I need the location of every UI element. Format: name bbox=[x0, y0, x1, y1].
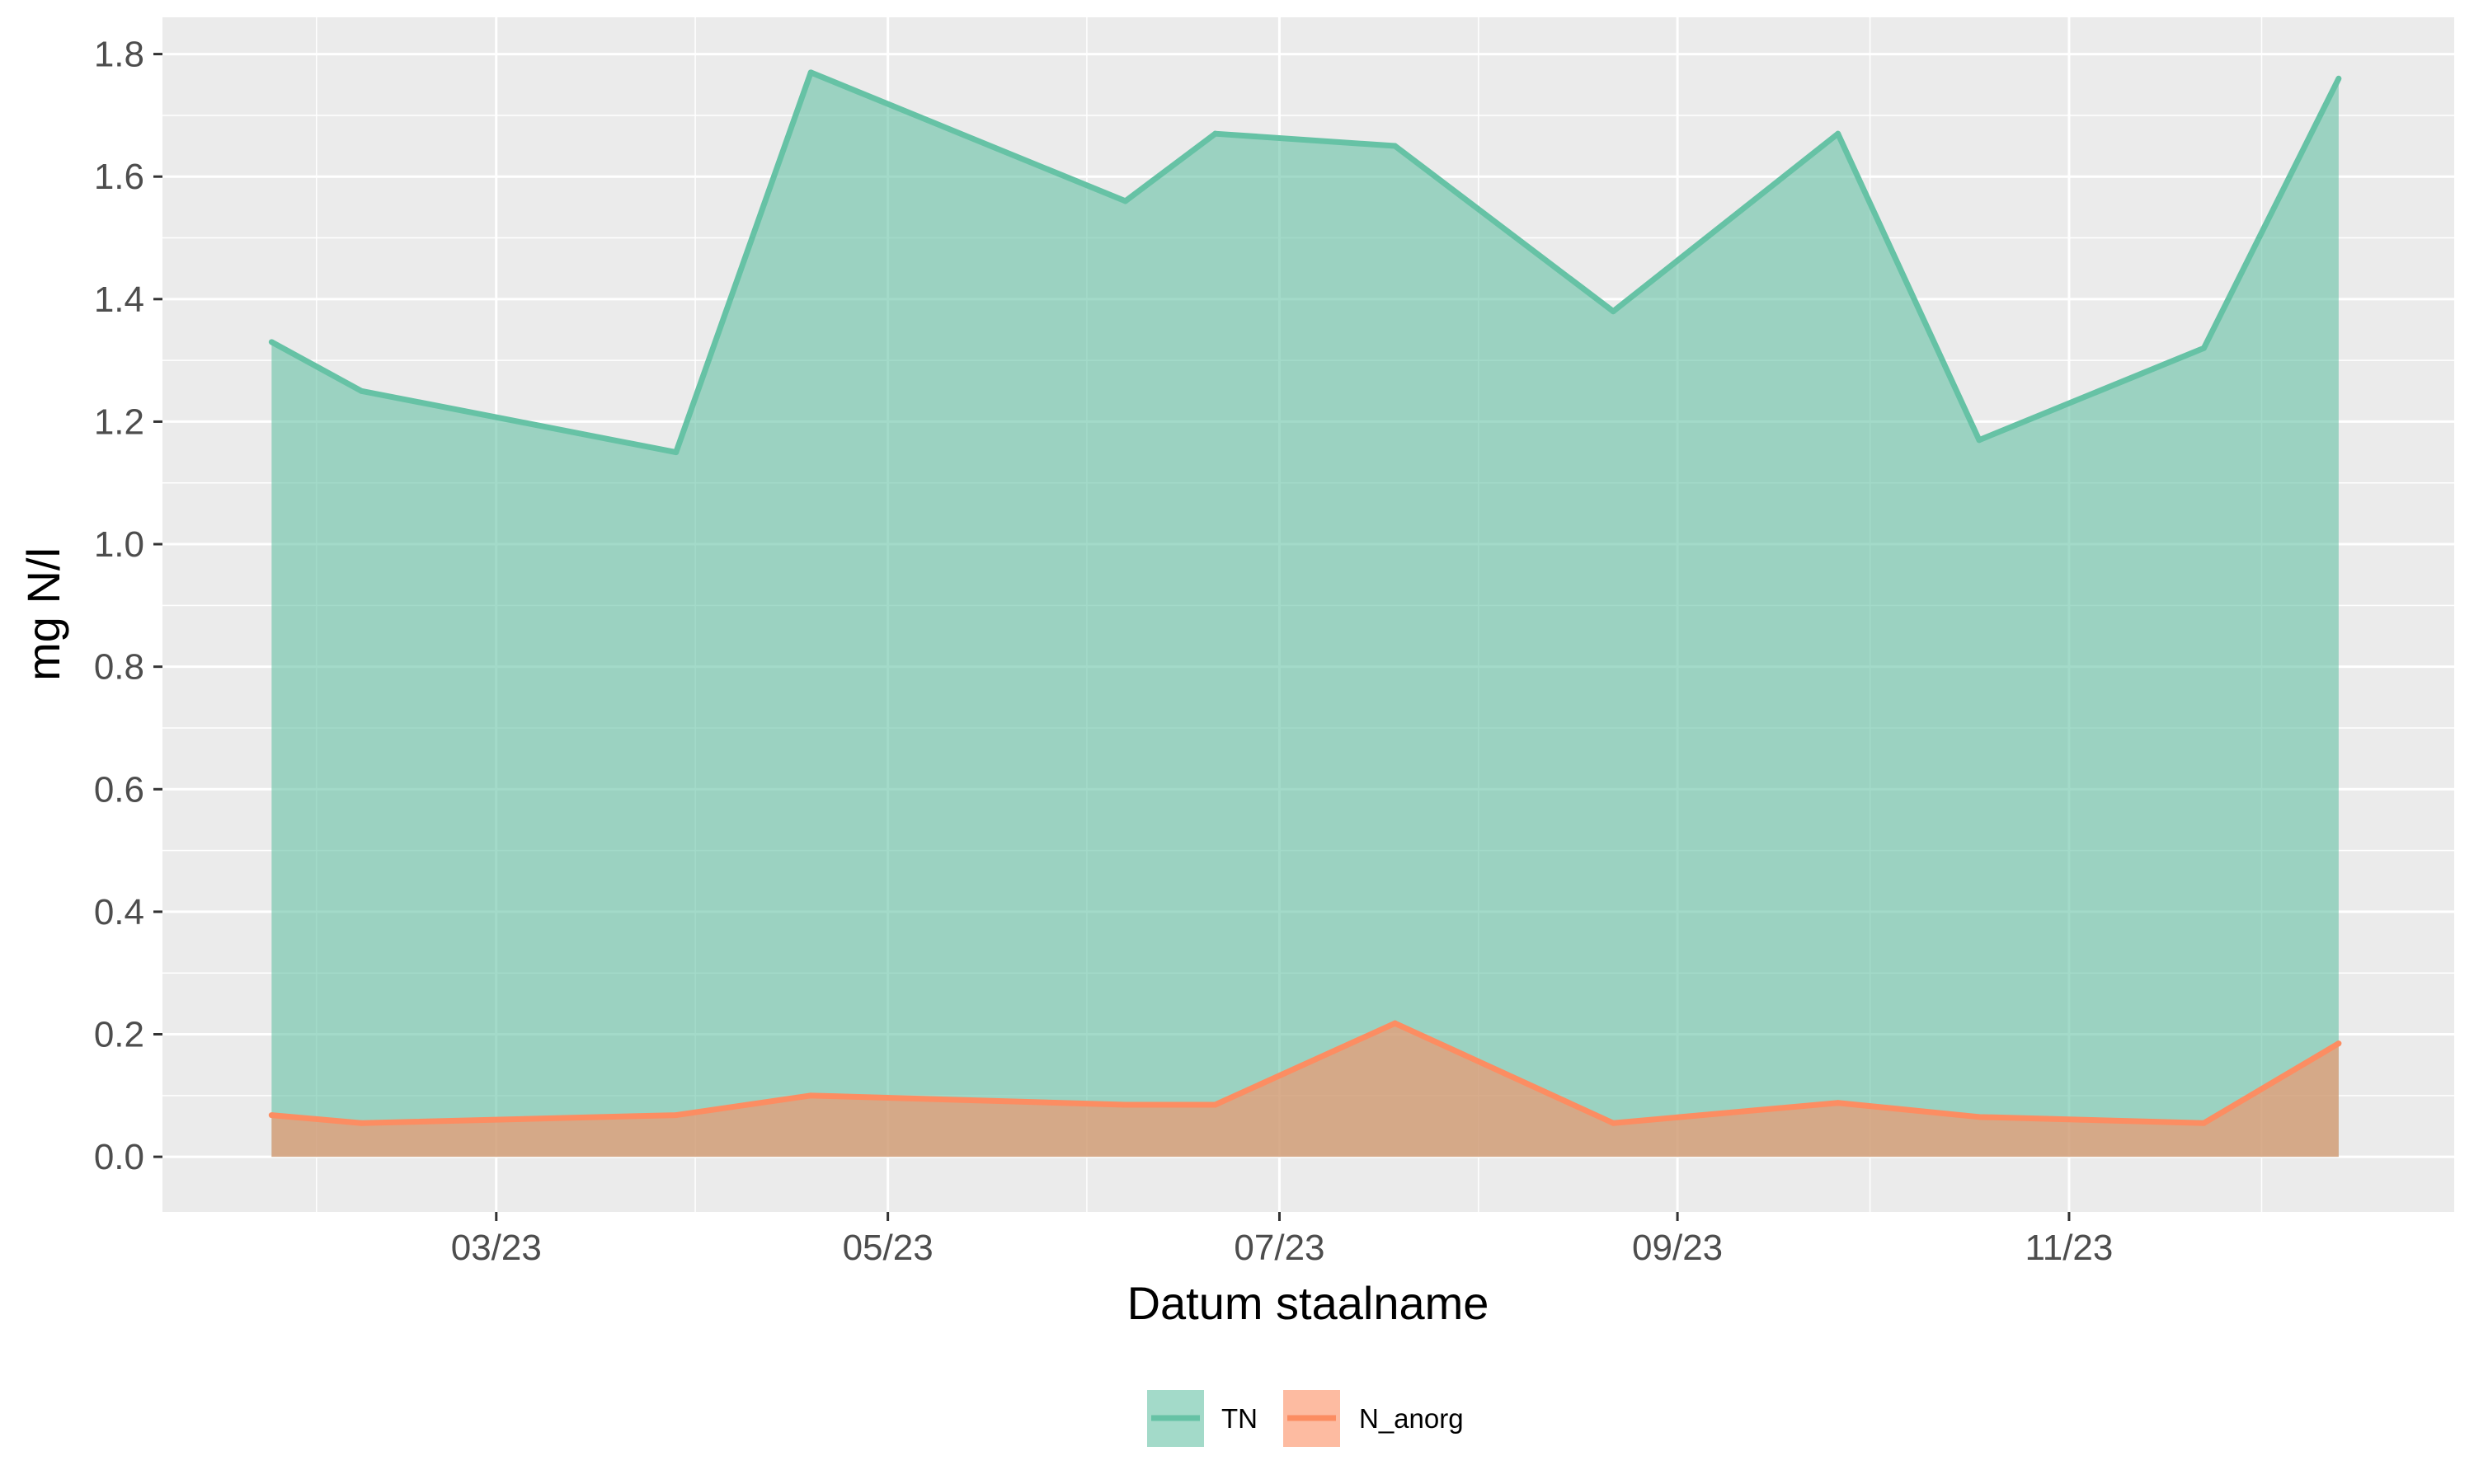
y-tick-label: 1.0 bbox=[94, 524, 144, 565]
y-tick-label: 1.6 bbox=[94, 157, 144, 197]
x-tick-label: 09/23 bbox=[1632, 1228, 1723, 1268]
x-tick-label: 07/23 bbox=[1234, 1228, 1324, 1268]
y-axis-title: mg N/l bbox=[17, 547, 69, 681]
line-layer bbox=[268, 69, 2342, 1126]
x-tick-label: 05/23 bbox=[843, 1228, 934, 1268]
point-n-anorg bbox=[1610, 1120, 1616, 1126]
point-tn bbox=[1122, 198, 1129, 204]
y-tick-label: 0.4 bbox=[94, 892, 144, 932]
y-tick-label: 1.4 bbox=[94, 279, 144, 320]
point-n-anorg bbox=[268, 1112, 275, 1119]
area-tn bbox=[271, 72, 2339, 1158]
x-axis: 03/23 05/23 07/23 09/23 11/23 bbox=[451, 1212, 2114, 1268]
point-tn bbox=[807, 69, 814, 76]
point-n-anorg bbox=[1835, 1100, 1841, 1106]
point-tn bbox=[1835, 130, 1841, 137]
area-layer bbox=[271, 72, 2339, 1158]
point-n-anorg bbox=[1976, 1114, 1982, 1120]
y-axis: 0.0 0.2 0.4 0.6 0.8 1.0 1.2 1.4 1.6 1.8 bbox=[94, 35, 162, 1177]
point-n-anorg bbox=[807, 1092, 814, 1099]
point-tn bbox=[268, 339, 275, 345]
point-n-anorg bbox=[2200, 1120, 2207, 1126]
point-tn bbox=[2335, 75, 2342, 82]
x-axis-title: Datum staalname bbox=[1127, 1277, 1489, 1329]
line-tn bbox=[270, 69, 2342, 456]
y-tick-label: 1.8 bbox=[94, 35, 144, 75]
point-tn bbox=[1610, 308, 1616, 315]
point-tn bbox=[1392, 143, 1399, 149]
x-tick-label: 03/23 bbox=[451, 1228, 542, 1268]
area-n-anorg bbox=[271, 1023, 2339, 1158]
line-n-anorg bbox=[271, 1020, 2340, 1126]
point-tn bbox=[673, 449, 680, 456]
point-n-anorg bbox=[1122, 1101, 1129, 1108]
legend-label-tn: TN bbox=[1221, 1403, 1258, 1434]
y-tick-label: 0.8 bbox=[94, 647, 144, 688]
legend: TN N_anorg bbox=[1147, 1390, 1464, 1447]
point-tn bbox=[2200, 345, 2207, 351]
y-tick-label: 0.2 bbox=[94, 1015, 144, 1055]
point-n-anorg bbox=[673, 1112, 680, 1119]
point-n-anorg bbox=[2335, 1040, 2342, 1047]
legend-label-n-anorg: N_anorg bbox=[1359, 1403, 1464, 1434]
x-tick-label: 11/23 bbox=[2025, 1228, 2114, 1268]
y-tick-label: 0.6 bbox=[94, 769, 144, 810]
point-n-anorg bbox=[1212, 1101, 1219, 1108]
y-tick-label: 0.0 bbox=[94, 1137, 144, 1177]
point-n-anorg bbox=[358, 1120, 365, 1126]
y-tick-label: 1.2 bbox=[94, 402, 144, 442]
point-tn bbox=[1212, 130, 1219, 137]
point-tn bbox=[358, 387, 365, 394]
point-tn bbox=[1976, 437, 1982, 444]
point-n-anorg bbox=[1392, 1020, 1399, 1026]
